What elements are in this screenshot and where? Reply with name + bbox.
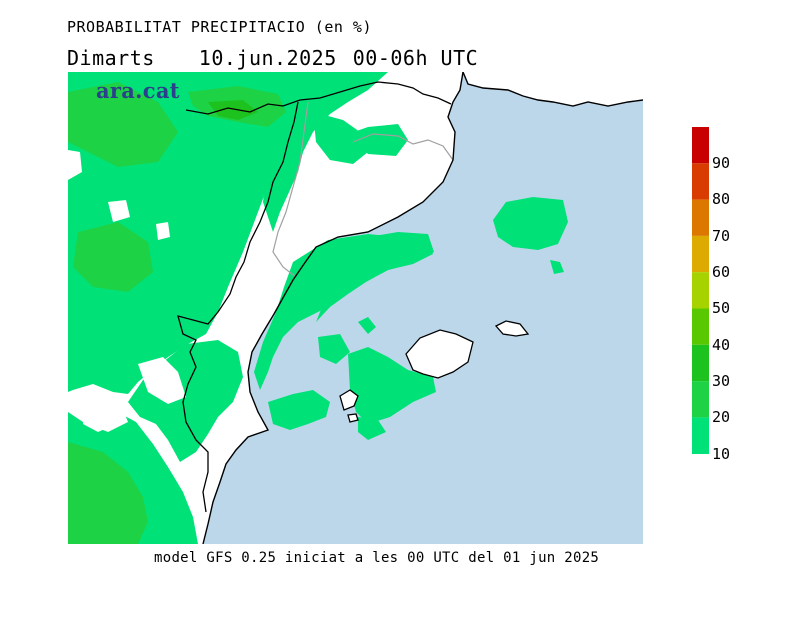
colorbar [692,127,709,454]
precip-field-north [263,72,388,232]
colorbar-label-10: 10 [712,445,731,463]
sea-precip-valencia [318,334,350,364]
precip-core-south [68,442,148,544]
dry-patch-1 [68,150,82,180]
colorbar-swatch-90 [692,127,709,164]
sea-precip-mallorca [358,317,376,334]
sea-precip-formentera [358,417,386,440]
formentera [347,413,359,423]
colorbar-label-40: 40 [712,336,731,354]
coastline [202,72,464,544]
sea-precip-small [550,260,564,274]
ibiza [339,389,359,411]
colorbar-label-30: 30 [712,372,731,390]
provincial-borders [272,101,454,278]
sea-precip-ibiza [348,347,436,424]
colorbar-swatch-20 [692,381,709,418]
precipitation-map [68,72,643,544]
national-border [185,81,452,115]
colorbar-label-50: 50 [712,299,731,317]
menorca [494,320,530,337]
colorbar-label-90: 90 [712,154,731,172]
precip-core-pyrenees-2 [208,100,258,120]
sea-precip-menorca [493,197,568,250]
precip-field-pyrenees [313,112,368,164]
colorbar-label-20: 20 [712,408,731,426]
model-footer: model GFS 0.25 iniciat a les 00 UTC del … [154,550,600,566]
colorbar-swatch-10 [692,417,709,454]
dry-patch-2 [108,200,130,222]
france-land [463,72,643,106]
forecast-day: Dimarts [67,46,155,70]
forecast-date: 10.jun.2025 [198,46,337,70]
sea-precip-1 [316,232,434,322]
map-title: PROBABILITAT PRECIPITACIO (en %) [67,18,372,36]
colorbar-swatch-50 [692,272,709,309]
colorbar-label-80: 80 [712,190,731,208]
regional-border [177,101,299,513]
colorbar-swatch-40 [692,308,709,345]
brand-logo: ara.cat [96,78,180,103]
map-subtitle: Dimarts 10.jun.2025 00-06h UTC [67,46,478,70]
dry-patch-4 [138,357,186,404]
colorbar-swatch-60 [692,235,709,273]
french-coastline [462,72,643,107]
precip-core-central [73,222,153,292]
forecast-period: 00-06h UTC [352,46,479,70]
precip-core-west [68,82,178,167]
sea-precip-coast-south [268,390,330,430]
colorbar-swatch-80 [692,163,709,200]
mallorca [405,329,474,379]
colorbar-label-60: 60 [712,263,731,281]
colorbar-label-70: 70 [712,227,731,245]
precip-field-catalonia-north [348,124,408,156]
colorbar-swatch-70 [692,199,709,236]
precip-field-coast [254,234,433,390]
dry-patch-3 [156,222,170,240]
colorbar-swatch-30 [692,344,709,382]
dry-patch-6 [83,407,116,432]
